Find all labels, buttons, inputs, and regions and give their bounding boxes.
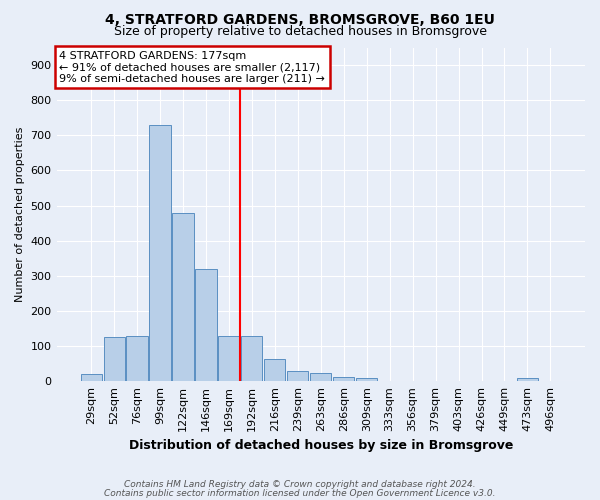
X-axis label: Distribution of detached houses by size in Bromsgrove: Distribution of detached houses by size … xyxy=(128,440,513,452)
Bar xyxy=(356,378,377,381)
Text: 4, STRATFORD GARDENS, BROMSGROVE, B60 1EU: 4, STRATFORD GARDENS, BROMSGROVE, B60 1E… xyxy=(105,12,495,26)
Bar xyxy=(80,374,101,381)
Bar xyxy=(287,372,308,381)
Bar xyxy=(149,125,170,381)
Text: Size of property relative to detached houses in Bromsgrove: Size of property relative to detached ho… xyxy=(113,25,487,38)
Y-axis label: Number of detached properties: Number of detached properties xyxy=(15,126,25,302)
Text: 4 STRATFORD GARDENS: 177sqm
← 91% of detached houses are smaller (2,117)
9% of s: 4 STRATFORD GARDENS: 177sqm ← 91% of det… xyxy=(59,51,325,84)
Bar xyxy=(333,377,354,381)
Text: Contains public sector information licensed under the Open Government Licence v3: Contains public sector information licen… xyxy=(104,489,496,498)
Bar xyxy=(127,336,148,381)
Bar xyxy=(218,336,239,381)
Bar xyxy=(241,336,262,381)
Bar xyxy=(172,212,194,381)
Bar xyxy=(517,378,538,381)
Bar xyxy=(264,359,286,381)
Bar xyxy=(196,269,217,381)
Text: Contains HM Land Registry data © Crown copyright and database right 2024.: Contains HM Land Registry data © Crown c… xyxy=(124,480,476,489)
Bar xyxy=(104,338,125,381)
Bar xyxy=(310,374,331,381)
